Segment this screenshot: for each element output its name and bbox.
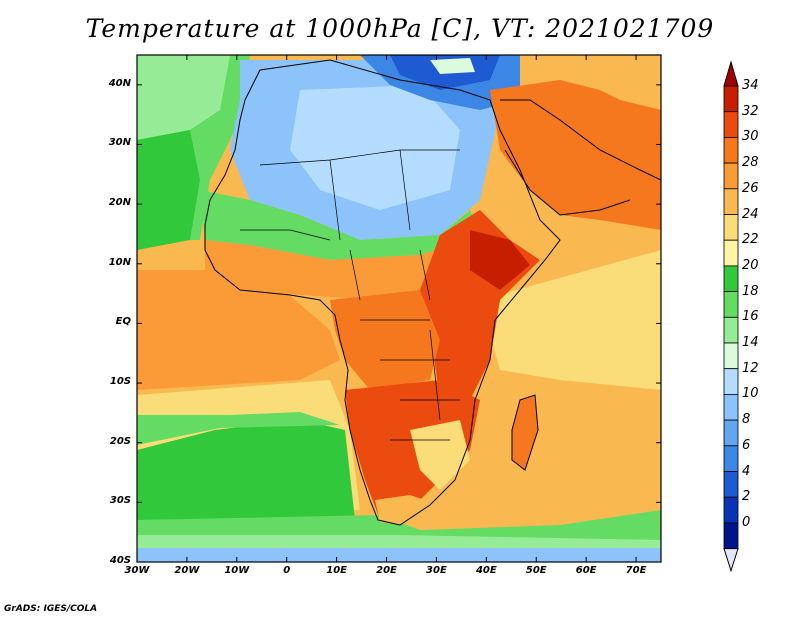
colorbar-swatch xyxy=(723,445,739,472)
lon-label: 0 xyxy=(283,565,291,576)
colorbar-label: 26 xyxy=(742,180,759,196)
horn-very-hot xyxy=(470,230,530,290)
lon-label: 30E xyxy=(426,565,447,576)
arabia-cooler xyxy=(560,60,661,110)
lat-label: EQ xyxy=(115,316,131,328)
lat-label: 30N xyxy=(108,137,131,149)
colorbar-swatch xyxy=(723,85,739,113)
colorbar-swatch xyxy=(723,214,739,241)
axis-ticks xyxy=(136,55,661,563)
southern-ocean-light xyxy=(137,535,661,552)
madagascar-outline xyxy=(511,394,539,471)
plot-frame xyxy=(136,54,662,563)
colorbar-label: 10 xyxy=(742,386,759,402)
central-africa-warm xyxy=(330,290,440,390)
lat-label: 40N xyxy=(108,77,131,89)
lon-label: 30W xyxy=(124,565,150,576)
lon-label: 40E xyxy=(475,565,497,576)
arabia-hot xyxy=(490,80,661,230)
colorbar-swatch xyxy=(723,522,739,550)
canary-cool xyxy=(137,130,200,250)
colorbar-label: 22 xyxy=(742,232,759,248)
colorbar-label: 14 xyxy=(742,335,759,350)
colorbar-swatch xyxy=(723,496,739,524)
colorbar-swatch xyxy=(723,162,739,190)
southern-ocean-blue xyxy=(137,548,661,562)
colorbar-swatch xyxy=(723,316,739,344)
country-borders xyxy=(240,149,460,441)
lon-label: 10E xyxy=(326,565,347,576)
colorbar-swatch xyxy=(723,393,739,421)
africa-coastline xyxy=(204,59,561,526)
colorbar-swatch xyxy=(723,342,739,370)
lat-label: 10S xyxy=(109,376,131,388)
colorbar-label: 24 xyxy=(742,206,759,222)
south-atlantic-light-green xyxy=(137,412,340,445)
colorbar-label: 18 xyxy=(742,283,759,299)
colorbar-label: 30 xyxy=(742,129,759,145)
colorbar xyxy=(723,60,739,573)
lat-label: 30S xyxy=(109,495,131,507)
colorbar-swatch xyxy=(723,265,739,292)
balkans-light xyxy=(430,58,475,74)
lon-label: 60E xyxy=(575,565,597,576)
colorbar-over-arrow xyxy=(723,60,739,87)
lat-label: 20N xyxy=(108,197,131,209)
colorbar-swatch xyxy=(723,239,739,267)
equatorial-atlantic-warm xyxy=(137,270,340,390)
lon-label: 70E xyxy=(625,565,647,576)
colorbar-label: 12 xyxy=(742,360,759,376)
arabia-coastline xyxy=(500,99,661,216)
lon-label: 20E xyxy=(376,565,397,576)
colorbar-swatch xyxy=(723,368,739,395)
lon-label: 20W xyxy=(174,565,200,576)
colorbar-label: 32 xyxy=(742,103,759,119)
colorbar-swatch xyxy=(723,291,739,318)
lon-label: 50E xyxy=(525,565,547,576)
colorbar-label: 6 xyxy=(742,437,751,453)
colorbar-swatch xyxy=(723,136,739,164)
southern-africa-cooler xyxy=(410,420,470,490)
lat-label: 20S xyxy=(109,435,131,447)
south-atlantic-green xyxy=(137,420,355,530)
colorbar-label: 20 xyxy=(742,257,759,273)
north-atlantic-light xyxy=(137,55,230,140)
colorbar-swatch xyxy=(723,111,739,138)
map-title: Temperature at 1000hPa [C], VT: 20210217… xyxy=(85,14,715,43)
colorbar-label: 0 xyxy=(742,514,751,530)
colorbar-swatch xyxy=(723,471,739,498)
colorbar-swatch xyxy=(723,419,739,447)
lat-label: 40S xyxy=(109,555,131,566)
indian-ocean-orange-south xyxy=(470,430,661,510)
cape-cool xyxy=(375,495,440,525)
footer-credit: GrADS: IGES/COLA xyxy=(4,604,98,614)
colorbar-label: 16 xyxy=(742,309,759,325)
colorbar-label: 34 xyxy=(742,78,759,93)
colorbar-under-arrow xyxy=(723,548,739,573)
colorbar-label: 4 xyxy=(742,463,751,479)
southern-africa-hot xyxy=(345,380,480,520)
lon-label: 10W xyxy=(224,565,250,576)
colorbar-swatch xyxy=(723,188,739,215)
madagascar xyxy=(512,395,538,470)
colorbar-label: 28 xyxy=(742,155,759,171)
colorbar-label: 8 xyxy=(742,412,751,428)
indian-ocean-yellow xyxy=(480,250,661,390)
lat-label: 10N xyxy=(108,256,131,268)
sahara-green-edge xyxy=(200,190,480,260)
colorbar-label: 2 xyxy=(742,489,751,505)
